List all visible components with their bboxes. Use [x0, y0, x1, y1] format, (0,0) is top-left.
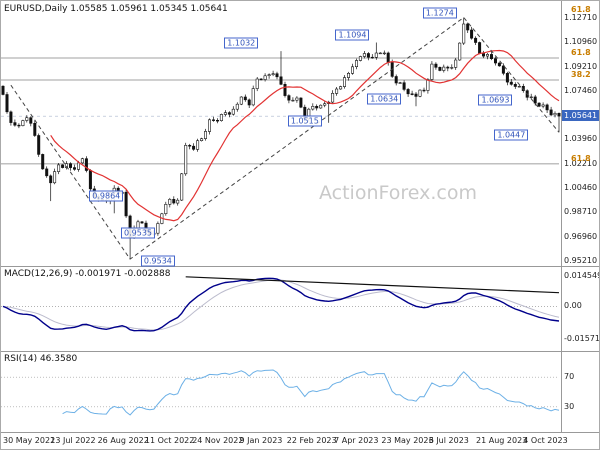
price-axis-tick: 1.00460 — [564, 183, 598, 193]
x-axis-label: 21 Aug 2023 — [476, 436, 528, 445]
price-axis-tick: 1.03960 — [564, 134, 598, 144]
price-axis-tick: 0.98710 — [564, 207, 598, 217]
price-axis-tick: 1.02210 — [564, 158, 598, 168]
swing-price-label: 1.0515 — [287, 115, 322, 127]
current-price-label: 1.05641 — [562, 110, 599, 122]
price-axis-tick: 1.07460 — [564, 85, 598, 95]
macd-axis-label: 0.014549 — [564, 271, 600, 281]
x-axis-label: 4 Oct 2023 — [523, 436, 568, 445]
macd-axis-label: 0.00 — [564, 301, 582, 311]
price-axis-tick: 1.12710 — [564, 13, 598, 23]
x-axis-label: 13 Jul 2022 — [50, 436, 96, 445]
swing-price-label: 1.1032 — [224, 37, 259, 49]
x-axis-label: 23 May 2023 — [381, 436, 434, 445]
x-axis-label: 24 Nov 2022 — [192, 436, 244, 445]
swing-price-label: 1.0693 — [478, 94, 513, 106]
x-axis-label: 22 Feb 2023 — [286, 436, 337, 445]
x-axis-label: 6 Jul 2023 — [428, 436, 469, 445]
price-axis-tick: 1.10960 — [564, 37, 598, 47]
rsi-axis-label: 30 — [564, 401, 575, 411]
rsi-axis-label: 70 — [564, 372, 575, 382]
swing-price-label: 1.0447 — [494, 129, 529, 141]
price-chart-title: EURUSD,Daily 1.05585 1.05961 1.05345 1.0… — [4, 4, 228, 14]
price-axis-tick: 0.96960 — [564, 231, 598, 241]
x-axis-label: 26 Aug 2022 — [97, 436, 149, 445]
price-axis-tick: 1.09210 — [564, 61, 598, 71]
fib-level-label: 61.8 — [571, 48, 591, 58]
swing-price-label: 0.9535 — [121, 227, 156, 239]
swing-price-label: 0.9534 — [140, 255, 175, 267]
x-axis-label: 9 Jan 2023 — [239, 436, 283, 445]
fib-level-label: 38.2 — [571, 69, 591, 79]
fib-level-label: 61.8 — [571, 5, 591, 15]
swing-price-label: 0.9864 — [89, 190, 124, 202]
price-axis-tick: 0.95210 — [564, 255, 598, 265]
x-axis-label: 7 Apr 2023 — [334, 436, 379, 445]
swing-price-label: 1.1274 — [422, 7, 457, 19]
swing-price-label: 1.1094 — [335, 29, 370, 41]
x-axis-label: 30 May 2022 — [3, 436, 56, 445]
swing-price-label: 1.0634 — [367, 93, 402, 105]
watermark: ActionForex.com — [319, 182, 477, 204]
x-axis-label: 11 Oct 2022 — [144, 436, 195, 445]
macd-title: MACD(12,26,9) -0.001971 -0.002888 — [4, 269, 171, 279]
rsi-title: RSI(14) 46.3580 — [4, 354, 78, 364]
fib-level-label: 61.8 — [571, 153, 591, 163]
macd-axis-label: -0.015712 — [564, 334, 600, 344]
